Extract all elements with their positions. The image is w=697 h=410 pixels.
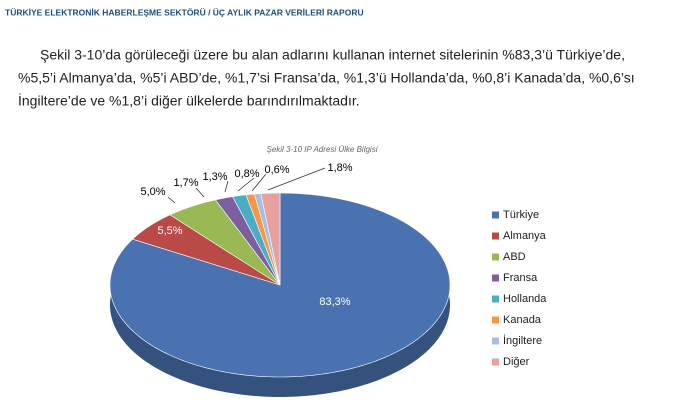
legend-swatch xyxy=(492,316,499,324)
legend-swatch xyxy=(492,337,499,345)
paragraph-line: İngiltere’de ve %1,8’i diğer ülkelerde b… xyxy=(18,92,360,109)
leader-line xyxy=(167,196,176,204)
leader-line xyxy=(195,187,205,198)
leader-line xyxy=(237,177,255,192)
pie-slice xyxy=(260,192,281,286)
pie-slice xyxy=(132,214,281,286)
legend-label: Hollanda xyxy=(503,293,547,305)
data-label: 0,6% xyxy=(264,164,289,176)
pie-slice xyxy=(169,199,281,286)
data-label: 83,3% xyxy=(319,296,350,308)
legend-swatch xyxy=(492,211,499,219)
data-label: 1,8% xyxy=(327,162,352,174)
pie-slice xyxy=(214,196,281,286)
data-label: 5,5% xyxy=(157,225,182,237)
leader-line xyxy=(251,173,267,192)
paragraph-line: %5,5’i Almanya’da, %5’i ABD’de, %1,7’si … xyxy=(18,70,635,86)
legend-label: İngiltere xyxy=(503,334,542,347)
legend-swatch xyxy=(492,274,499,282)
header-title: TÜRKİYE ELEKTRONİK HABERLEŞME SEKTÖRÜ / … xyxy=(5,7,364,17)
paragraph-line: Şekil 3-10’da görüleceği üzere bu alan a… xyxy=(40,47,625,63)
legend: Türkiye Almanya ABD Fransa Hollanda Kanada İng… xyxy=(492,209,547,368)
legend-label: Türkiye xyxy=(503,209,539,221)
pie-slice xyxy=(232,194,281,286)
pie: 83,3% 5,5% 5,0% 1,7% 1,3% 0,8% 0,6% 1,8% xyxy=(109,162,451,397)
legend-label: Diğer xyxy=(503,356,530,368)
data-label: 1,3% xyxy=(202,171,227,183)
data-label: 0,8% xyxy=(234,168,259,180)
legend-swatch xyxy=(492,295,499,303)
legend-label: Kanada xyxy=(503,314,542,326)
legend-label: ABD xyxy=(503,251,526,263)
data-label: 5,0% xyxy=(140,186,165,198)
legend-swatch xyxy=(492,232,499,240)
legend-swatch xyxy=(492,253,499,261)
leader-line xyxy=(224,180,229,193)
legend-label: Fransa xyxy=(503,272,538,284)
legend-swatch xyxy=(492,358,499,366)
chart-title: Şekil 3-10 IP Adresi Ülke Bilgisi xyxy=(266,145,377,154)
leader-line xyxy=(267,167,326,191)
legend-label: Almanya xyxy=(503,230,547,242)
data-label: 1,7% xyxy=(173,177,198,189)
